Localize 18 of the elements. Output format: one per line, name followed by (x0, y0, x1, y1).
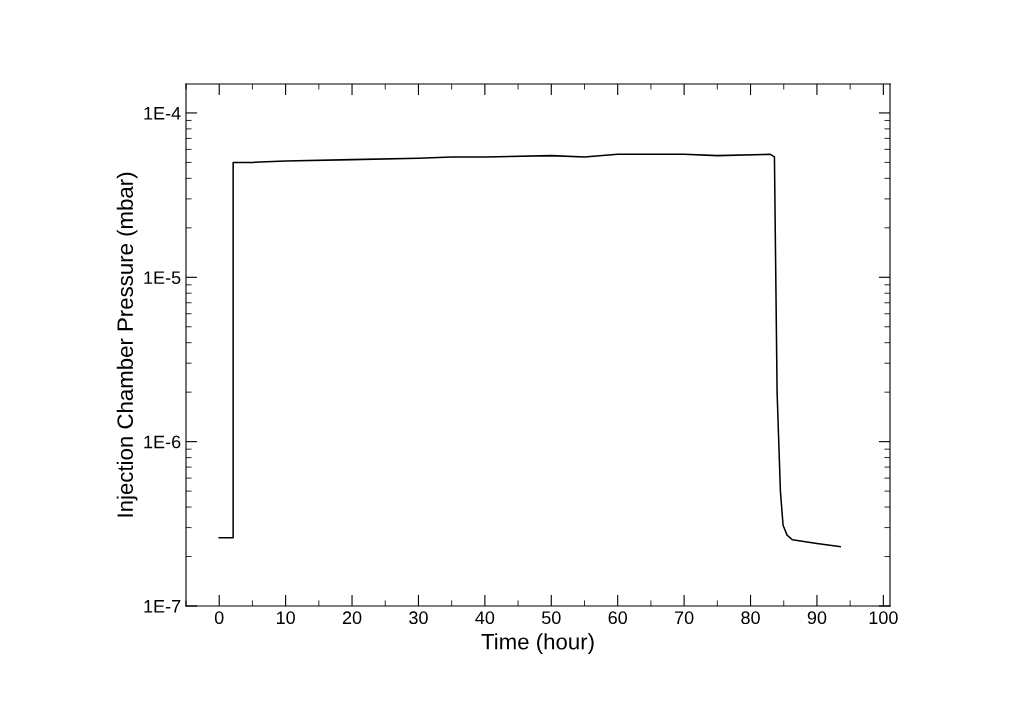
x-tick-label: 80 (741, 611, 760, 625)
x-axis-title: Time (hour) (481, 633, 594, 654)
y-tick-label: 1E-6 (144, 435, 181, 449)
x-tick-label: 0 (214, 611, 224, 625)
x-tick-label: 40 (475, 611, 495, 625)
x-tick-label: 20 (342, 611, 362, 625)
line-series (218, 153, 841, 548)
x-tick-label: 100 (869, 611, 898, 625)
x-tick-label: 60 (608, 611, 628, 625)
y-axis-title: Injection Chamber Pressure (mbar) (116, 172, 138, 517)
x-tick-label: 70 (675, 611, 694, 625)
y-tick-label: 1E-5 (144, 271, 181, 285)
x-tick-label: 90 (807, 611, 827, 625)
x-tick-label: 50 (541, 611, 561, 625)
x-tick-label: 10 (276, 611, 295, 625)
y-tick-label: 1E-4 (144, 107, 181, 120)
x-tick-label: 30 (409, 611, 428, 625)
y-tick-label: 1E-7 (144, 600, 181, 613)
